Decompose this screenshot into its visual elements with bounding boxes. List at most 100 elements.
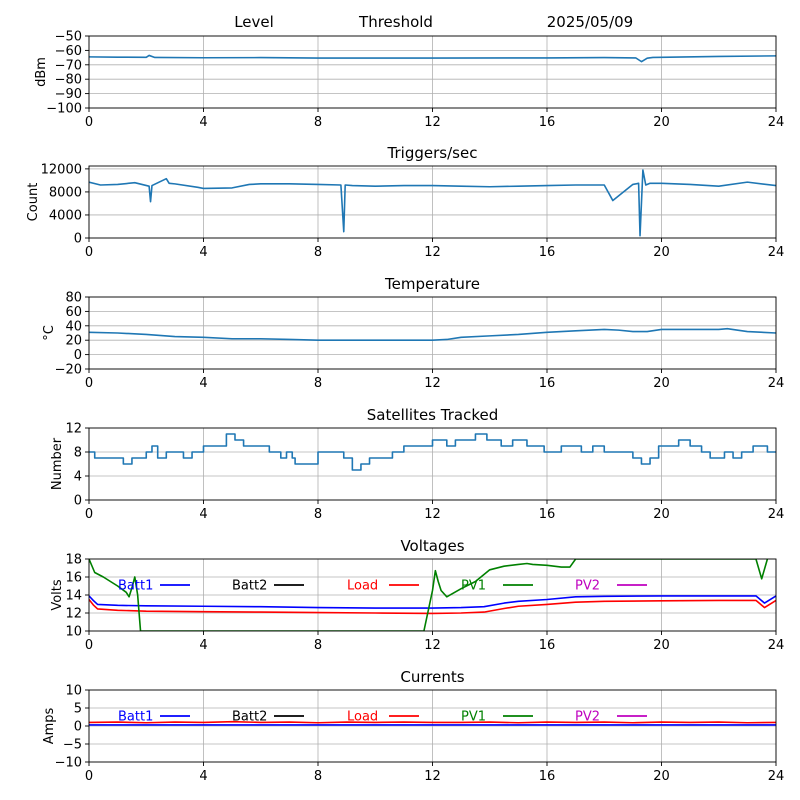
x-tick-label: 4 <box>199 507 207 522</box>
x-tick-label: 8 <box>314 115 322 130</box>
x-tick-label: 20 <box>653 507 670 522</box>
x-tick-label: 4 <box>199 115 207 130</box>
panel-title: Voltages <box>400 537 464 555</box>
y-axis-label: Amps <box>42 707 57 744</box>
panel-title: Temperature <box>384 275 480 293</box>
x-tick-label: 24 <box>768 769 785 784</box>
y-tick-label: 10 <box>65 684 82 699</box>
series-line-satellites <box>89 433 776 471</box>
x-tick-label: 24 <box>768 245 785 260</box>
legend-label-pv1: PV1 <box>461 579 486 594</box>
series-line-load <box>89 599 776 615</box>
x-tick-label: 20 <box>653 376 670 391</box>
x-tick-label: 4 <box>199 638 207 653</box>
y-tick-label: 4000 <box>49 208 82 223</box>
x-tick-label: 24 <box>768 376 785 391</box>
x-tick-label: 12 <box>424 376 441 391</box>
x-tick-label: 12 <box>424 638 441 653</box>
legend: Batt1 Batt2 Load PV1 PV2 <box>118 579 647 594</box>
y-axis-label: dBm <box>34 57 49 87</box>
y-tick-label: 80 <box>65 291 82 306</box>
x-tick-label: 4 <box>199 376 207 391</box>
series-line-batt1 <box>89 595 776 609</box>
y-tick-label: −100 <box>46 102 82 117</box>
x-tick-label: 8 <box>314 638 322 653</box>
x-tick-label: 12 <box>424 507 441 522</box>
x-tick-label: 16 <box>539 769 556 784</box>
panel-triggers: 0 4 8 12 16 20 24 0 4000 8000 12000 Triggers/sec Cou… <box>26 144 784 260</box>
series-line-level <box>89 54 776 63</box>
legend-label-batt1: Batt1 <box>118 579 153 594</box>
series-line-temperature <box>89 327 776 341</box>
legend-label-pv2: PV2 <box>575 579 600 594</box>
y-tick-label: 8000 <box>49 185 82 200</box>
x-tick-label: 20 <box>653 245 670 260</box>
x-tick-label: 24 <box>768 638 785 653</box>
y-tick-label: 16 <box>65 571 82 586</box>
x-tick-label: 24 <box>768 507 785 522</box>
y-tick-label: 60 <box>65 305 82 320</box>
header-level: Level <box>234 13 274 31</box>
x-tick-label: 8 <box>314 245 322 260</box>
x-tick-label: 0 <box>85 769 93 784</box>
x-tick-label: 20 <box>653 638 670 653</box>
series-line-triggers <box>89 169 776 237</box>
x-tick-label: 20 <box>653 115 670 130</box>
x-tick-label: 12 <box>424 769 441 784</box>
legend-label-load: Load <box>347 579 378 594</box>
x-tick-label: 8 <box>314 769 322 784</box>
x-tick-label: 8 <box>314 376 322 391</box>
x-tick-label: 8 <box>314 507 322 522</box>
y-tick-label: −5 <box>63 738 82 753</box>
y-tick-label: 12000 <box>41 162 82 177</box>
legend-label-load: Load <box>347 710 378 725</box>
legend-label-batt2: Batt2 <box>232 579 267 594</box>
x-tick-label: 0 <box>85 245 93 260</box>
y-tick-label: 0 <box>74 494 82 509</box>
x-tick-label: 0 <box>85 507 93 522</box>
x-tick-label: 16 <box>539 245 556 260</box>
y-tick-label: 12 <box>65 607 82 622</box>
y-tick-label: −80 <box>55 73 82 88</box>
y-axis-label: °C <box>42 325 57 341</box>
y-axis-label: Number <box>50 437 65 490</box>
legend: Batt1 Batt2 Load PV1 PV2 <box>118 710 647 725</box>
panel-title: Currents <box>400 668 464 686</box>
panel-title: Triggers/sec <box>387 144 478 162</box>
y-tick-label: −50 <box>55 30 82 45</box>
x-tick-label: 24 <box>768 115 785 130</box>
y-tick-label: 20 <box>65 334 82 349</box>
y-tick-label: −10 <box>55 756 82 771</box>
legend-label-pv2: PV2 <box>575 710 600 725</box>
x-tick-label: 16 <box>539 376 556 391</box>
x-tick-label: 16 <box>539 115 556 130</box>
y-tick-label: 8 <box>74 446 82 461</box>
y-tick-label: −20 <box>55 363 82 378</box>
y-tick-label: −90 <box>55 87 82 102</box>
y-tick-label: 5 <box>74 702 82 717</box>
y-axis-label: Count <box>26 183 41 222</box>
series-line-pv1 <box>89 559 769 631</box>
x-tick-label: 0 <box>85 115 93 130</box>
y-tick-label: 0 <box>74 232 82 247</box>
y-tick-label: 4 <box>74 470 82 485</box>
legend-label-batt2: Batt2 <box>232 710 267 725</box>
x-tick-label: 16 <box>539 638 556 653</box>
header-threshold: Threshold <box>358 13 433 31</box>
panel-level: 0 4 8 12 16 20 24 −50−60−70−80−90−100 dBm <box>34 30 784 131</box>
legend-label-batt1: Batt1 <box>118 710 153 725</box>
y-tick-label: 10 <box>65 625 82 640</box>
x-tick-label: 0 <box>85 376 93 391</box>
y-tick-label: 12 <box>65 422 82 437</box>
series-line-load <box>89 720 776 724</box>
y-tick-label: 14 <box>65 589 82 604</box>
x-tick-label: 12 <box>424 245 441 260</box>
x-tick-label: 4 <box>199 769 207 784</box>
legend-label-pv1: PV1 <box>461 710 486 725</box>
panel-title: Satellites Tracked <box>367 406 498 424</box>
x-tick-label: 4 <box>199 245 207 260</box>
header-date: 2025/05/09 <box>547 13 633 31</box>
